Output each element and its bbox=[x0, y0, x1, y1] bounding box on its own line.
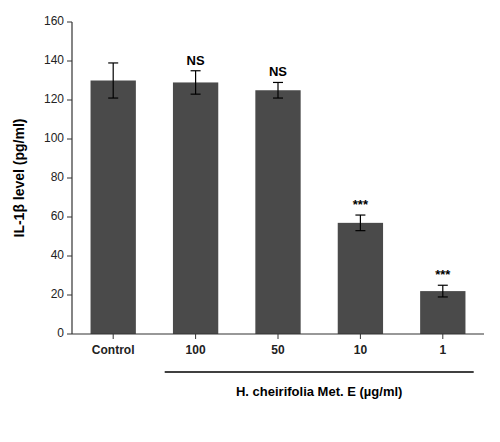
x-tick-label: 50 bbox=[271, 343, 285, 357]
annotation: NS bbox=[269, 64, 287, 79]
x-tick bbox=[113, 334, 114, 339]
y-tick-label: 20 bbox=[51, 287, 65, 301]
y-tick bbox=[67, 100, 72, 101]
annotation: *** bbox=[435, 267, 451, 282]
x-tick-label: 1 bbox=[439, 343, 446, 357]
y-tick-label: 0 bbox=[57, 326, 64, 340]
error-bar bbox=[191, 71, 201, 94]
x-tick bbox=[442, 334, 443, 339]
y-tick bbox=[67, 256, 72, 257]
error-bar bbox=[273, 82, 283, 98]
y-tick bbox=[67, 178, 72, 179]
y-tick bbox=[67, 217, 72, 218]
bar bbox=[173, 82, 218, 334]
x-tick-label: 100 bbox=[186, 343, 206, 357]
error-bar bbox=[438, 285, 448, 297]
bars bbox=[91, 63, 466, 334]
y-tick-label: 120 bbox=[44, 92, 64, 106]
x-tick bbox=[278, 334, 279, 339]
y-tick bbox=[67, 139, 72, 140]
xlabel-underline bbox=[165, 371, 474, 373]
bar bbox=[420, 291, 465, 334]
y-tick bbox=[67, 295, 72, 296]
error-bar bbox=[108, 63, 118, 98]
y-tick-label: 160 bbox=[44, 14, 64, 28]
annotation: *** bbox=[353, 197, 369, 212]
bar bbox=[255, 90, 300, 334]
y-tick bbox=[67, 61, 72, 62]
bar bbox=[91, 81, 136, 335]
y-axis-label: IL-1β level (pg/ml) bbox=[11, 118, 27, 237]
annotation: NS bbox=[187, 53, 205, 68]
y-tick bbox=[67, 22, 72, 23]
x-tick bbox=[360, 334, 361, 339]
y-tick-label: 140 bbox=[44, 53, 64, 67]
y-tick-label: 80 bbox=[51, 170, 65, 184]
x-tick bbox=[195, 334, 196, 339]
y-tick bbox=[67, 334, 72, 335]
y-tick-label: 40 bbox=[51, 248, 65, 262]
y-tick-label: 100 bbox=[44, 131, 64, 145]
chart: 0 20 40 60 80 100 120 140 160 Control 100 50 10 1 NS NS… bbox=[0, 0, 500, 442]
x-axis-label: H. cheirifolia Met. E (µg/ml) bbox=[236, 384, 402, 399]
error-bar bbox=[355, 215, 365, 231]
x-tick-label: Control bbox=[92, 343, 135, 357]
y-tick-label: 60 bbox=[51, 209, 65, 223]
bar bbox=[338, 223, 383, 334]
y-axis bbox=[71, 22, 72, 334]
x-tick-label: 10 bbox=[354, 343, 368, 357]
